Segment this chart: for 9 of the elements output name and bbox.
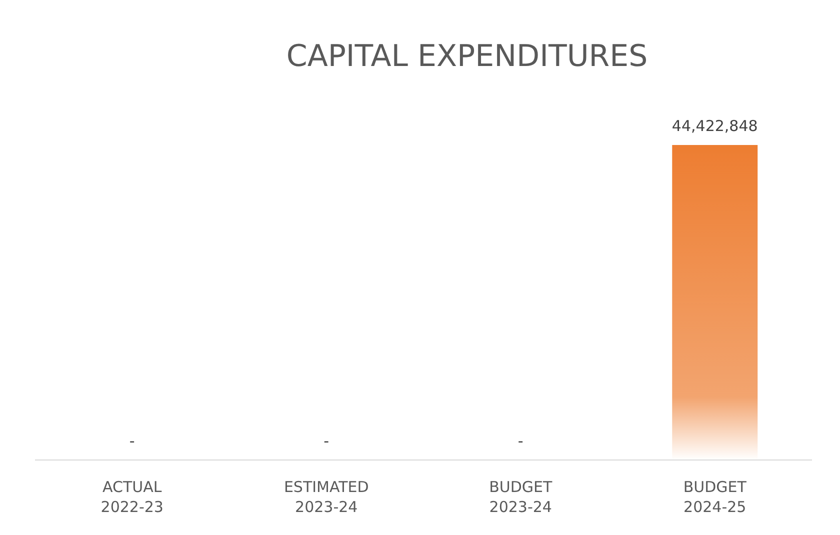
x-tick-label: BUDGET 2023-24: [489, 478, 553, 516]
x-tick-label: ESTIMATED 2023-24: [284, 478, 369, 516]
x-tick-label: BUDGET 2024-25: [683, 478, 748, 516]
chart-title: CAPITAL EXPENDITURES: [286, 39, 648, 74]
x-tick-label: ACTUAL 2022-23: [100, 478, 164, 516]
data-label: -: [518, 432, 524, 450]
data-label: 44,422,848: [672, 117, 758, 135]
data-label: -: [129, 432, 135, 450]
data-label: -: [324, 432, 330, 450]
